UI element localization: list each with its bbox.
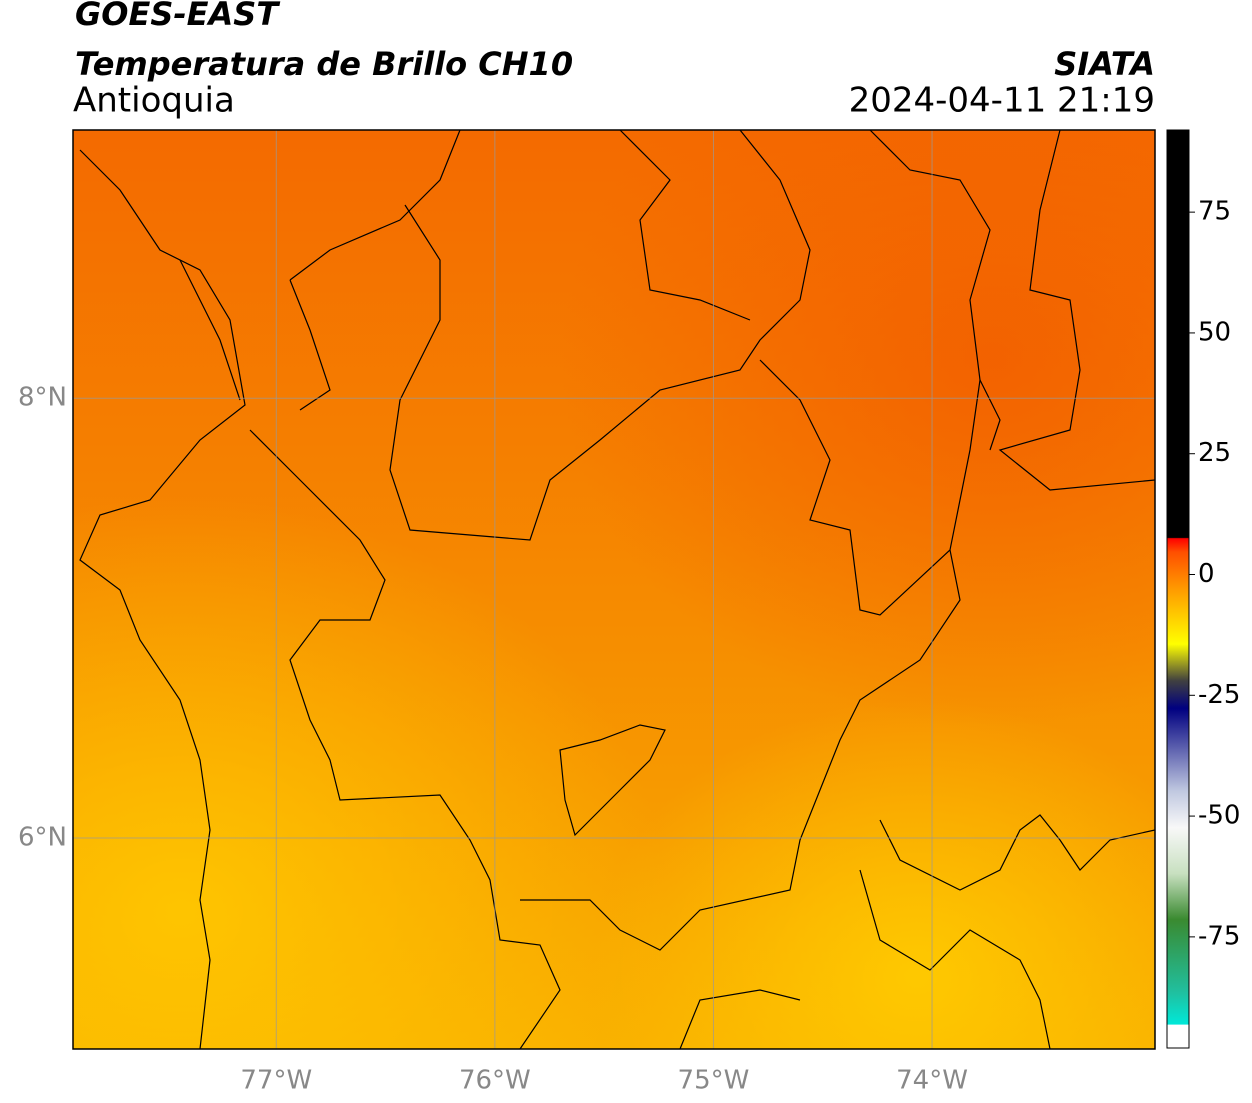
border	[979, 130, 1155, 491]
grid	[73, 130, 1155, 1049]
colorbar	[1166, 129, 1190, 1049]
border	[520, 549, 1155, 951]
colorbar-tick-label: -25	[1198, 680, 1240, 710]
coastline	[179, 130, 461, 411]
source: SIATA	[1054, 45, 1155, 83]
border	[679, 869, 1051, 1049]
border	[559, 724, 666, 837]
colorbar-tick-label: 25	[1198, 438, 1231, 468]
map	[72, 129, 1156, 1050]
x-tick-label: 75°W	[678, 1066, 750, 1096]
subtitle: Temperatura de Brillo CH10	[75, 45, 573, 83]
y-tick-label: 6°N	[18, 822, 67, 852]
y-tick-label: 8°N	[18, 383, 67, 413]
x-tick-label: 74°W	[896, 1066, 968, 1096]
coastline	[79, 149, 246, 1049]
title: GOES-EAST	[75, 0, 280, 33]
x-tick-label: 76°W	[459, 1066, 531, 1096]
map-shade	[73, 130, 1155, 1049]
timestamp: 2024-04-11 21:19	[849, 81, 1155, 121]
colorbar-tick-label: 50	[1198, 317, 1231, 347]
x-tick-label: 77°W	[240, 1066, 312, 1096]
region: Antioquia	[73, 81, 235, 121]
border	[389, 130, 811, 541]
colorbar-tick-label: 0	[1198, 559, 1215, 589]
colorbar-tick-label: -75	[1198, 921, 1240, 951]
map-frame	[72, 129, 1156, 1050]
colorbar-tick-label: 75	[1198, 197, 1231, 227]
border	[249, 429, 561, 1049]
colorbar-tick-label: -50	[1198, 801, 1240, 831]
boundaries	[79, 130, 1155, 1049]
